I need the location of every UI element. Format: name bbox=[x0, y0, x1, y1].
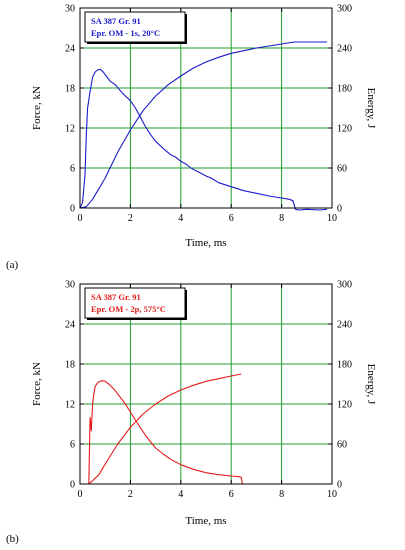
y-right-tick-label: 120 bbox=[337, 124, 352, 135]
legend-text: SA 387 Gr. 91 bbox=[91, 16, 141, 26]
y-left-axis-label: Force, kN bbox=[31, 86, 43, 130]
y-left-axis-label: Force, kN bbox=[31, 362, 43, 406]
y-right-tick-label: 180 bbox=[337, 84, 352, 95]
y-left-tick-label: 12 bbox=[65, 124, 75, 135]
legend: SA 387 Gr. 91 Epr. OM - 2p, 575°C bbox=[84, 287, 187, 320]
energy-curve bbox=[88, 373, 242, 485]
energy-curve bbox=[79, 41, 327, 209]
x-tick-label: 0 bbox=[78, 213, 83, 224]
x-axis-label: Time, ms bbox=[185, 515, 226, 527]
legend: SA 387 Gr. 91 Epr. OM - 1s, 20°C bbox=[84, 11, 187, 44]
y-left-tick-label: 0 bbox=[70, 480, 75, 491]
force-curve bbox=[80, 380, 244, 485]
y-right-tick-label: 240 bbox=[337, 320, 352, 331]
x-tick-label: 8 bbox=[279, 213, 284, 224]
legend-box bbox=[84, 11, 186, 43]
x-tick-label: 6 bbox=[229, 213, 234, 224]
x-tick-label: 10 bbox=[327, 213, 337, 224]
panel-label: (b) bbox=[6, 533, 19, 545]
x-tick-label: 2 bbox=[128, 489, 133, 500]
legend-text: SA 387 Gr. 91 bbox=[91, 292, 141, 302]
x-tick-label: 6 bbox=[229, 489, 234, 500]
y-right-axis-label: Energy, J bbox=[365, 88, 377, 129]
plot-frame bbox=[79, 7, 333, 209]
y-right-tick-label: 60 bbox=[337, 440, 347, 451]
y-left-tick-label: 18 bbox=[65, 360, 75, 371]
x-tick-label: 8 bbox=[279, 489, 284, 500]
y-right-tick-label: 120 bbox=[337, 400, 352, 411]
y-left-tick-label: 30 bbox=[65, 4, 75, 15]
legend-text: Epr. OM - 1s, 20°C bbox=[91, 28, 160, 38]
y-left-tick-label: 24 bbox=[65, 320, 75, 331]
x-tick-label: 10 bbox=[327, 489, 337, 500]
x-tick-label: 0 bbox=[78, 489, 83, 500]
panel-label: (a) bbox=[6, 259, 19, 271]
y-left-tick-label: 12 bbox=[65, 400, 75, 411]
y-left-tick-label: 18 bbox=[65, 84, 75, 95]
legend-box bbox=[84, 287, 186, 319]
y-right-tick-label: 300 bbox=[337, 280, 352, 291]
x-tick-label: 4 bbox=[178, 489, 183, 500]
plot-frame bbox=[79, 283, 333, 485]
y-right-tick-label: 0 bbox=[337, 480, 342, 491]
y-right-tick-label: 180 bbox=[337, 360, 352, 371]
y-right-axis-label: Energy, J bbox=[365, 364, 377, 405]
y-left-tick-label: 30 bbox=[65, 280, 75, 291]
y-left-tick-label: 6 bbox=[70, 440, 75, 451]
force-curve bbox=[79, 68, 328, 211]
legend-text: Epr. OM - 2p, 575°C bbox=[91, 304, 166, 314]
y-right-tick-label: 0 bbox=[337, 204, 342, 215]
y-left-tick-label: 24 bbox=[65, 44, 75, 55]
x-tick-label: 4 bbox=[178, 213, 183, 224]
y-right-tick-label: 60 bbox=[337, 164, 347, 175]
x-tick-label: 2 bbox=[128, 213, 133, 224]
y-left-tick-label: 0 bbox=[70, 204, 75, 215]
y-right-tick-label: 300 bbox=[337, 4, 352, 15]
y-right-tick-label: 240 bbox=[337, 44, 352, 55]
x-axis-label: Time, ms bbox=[185, 237, 226, 249]
y-left-tick-label: 6 bbox=[70, 164, 75, 175]
